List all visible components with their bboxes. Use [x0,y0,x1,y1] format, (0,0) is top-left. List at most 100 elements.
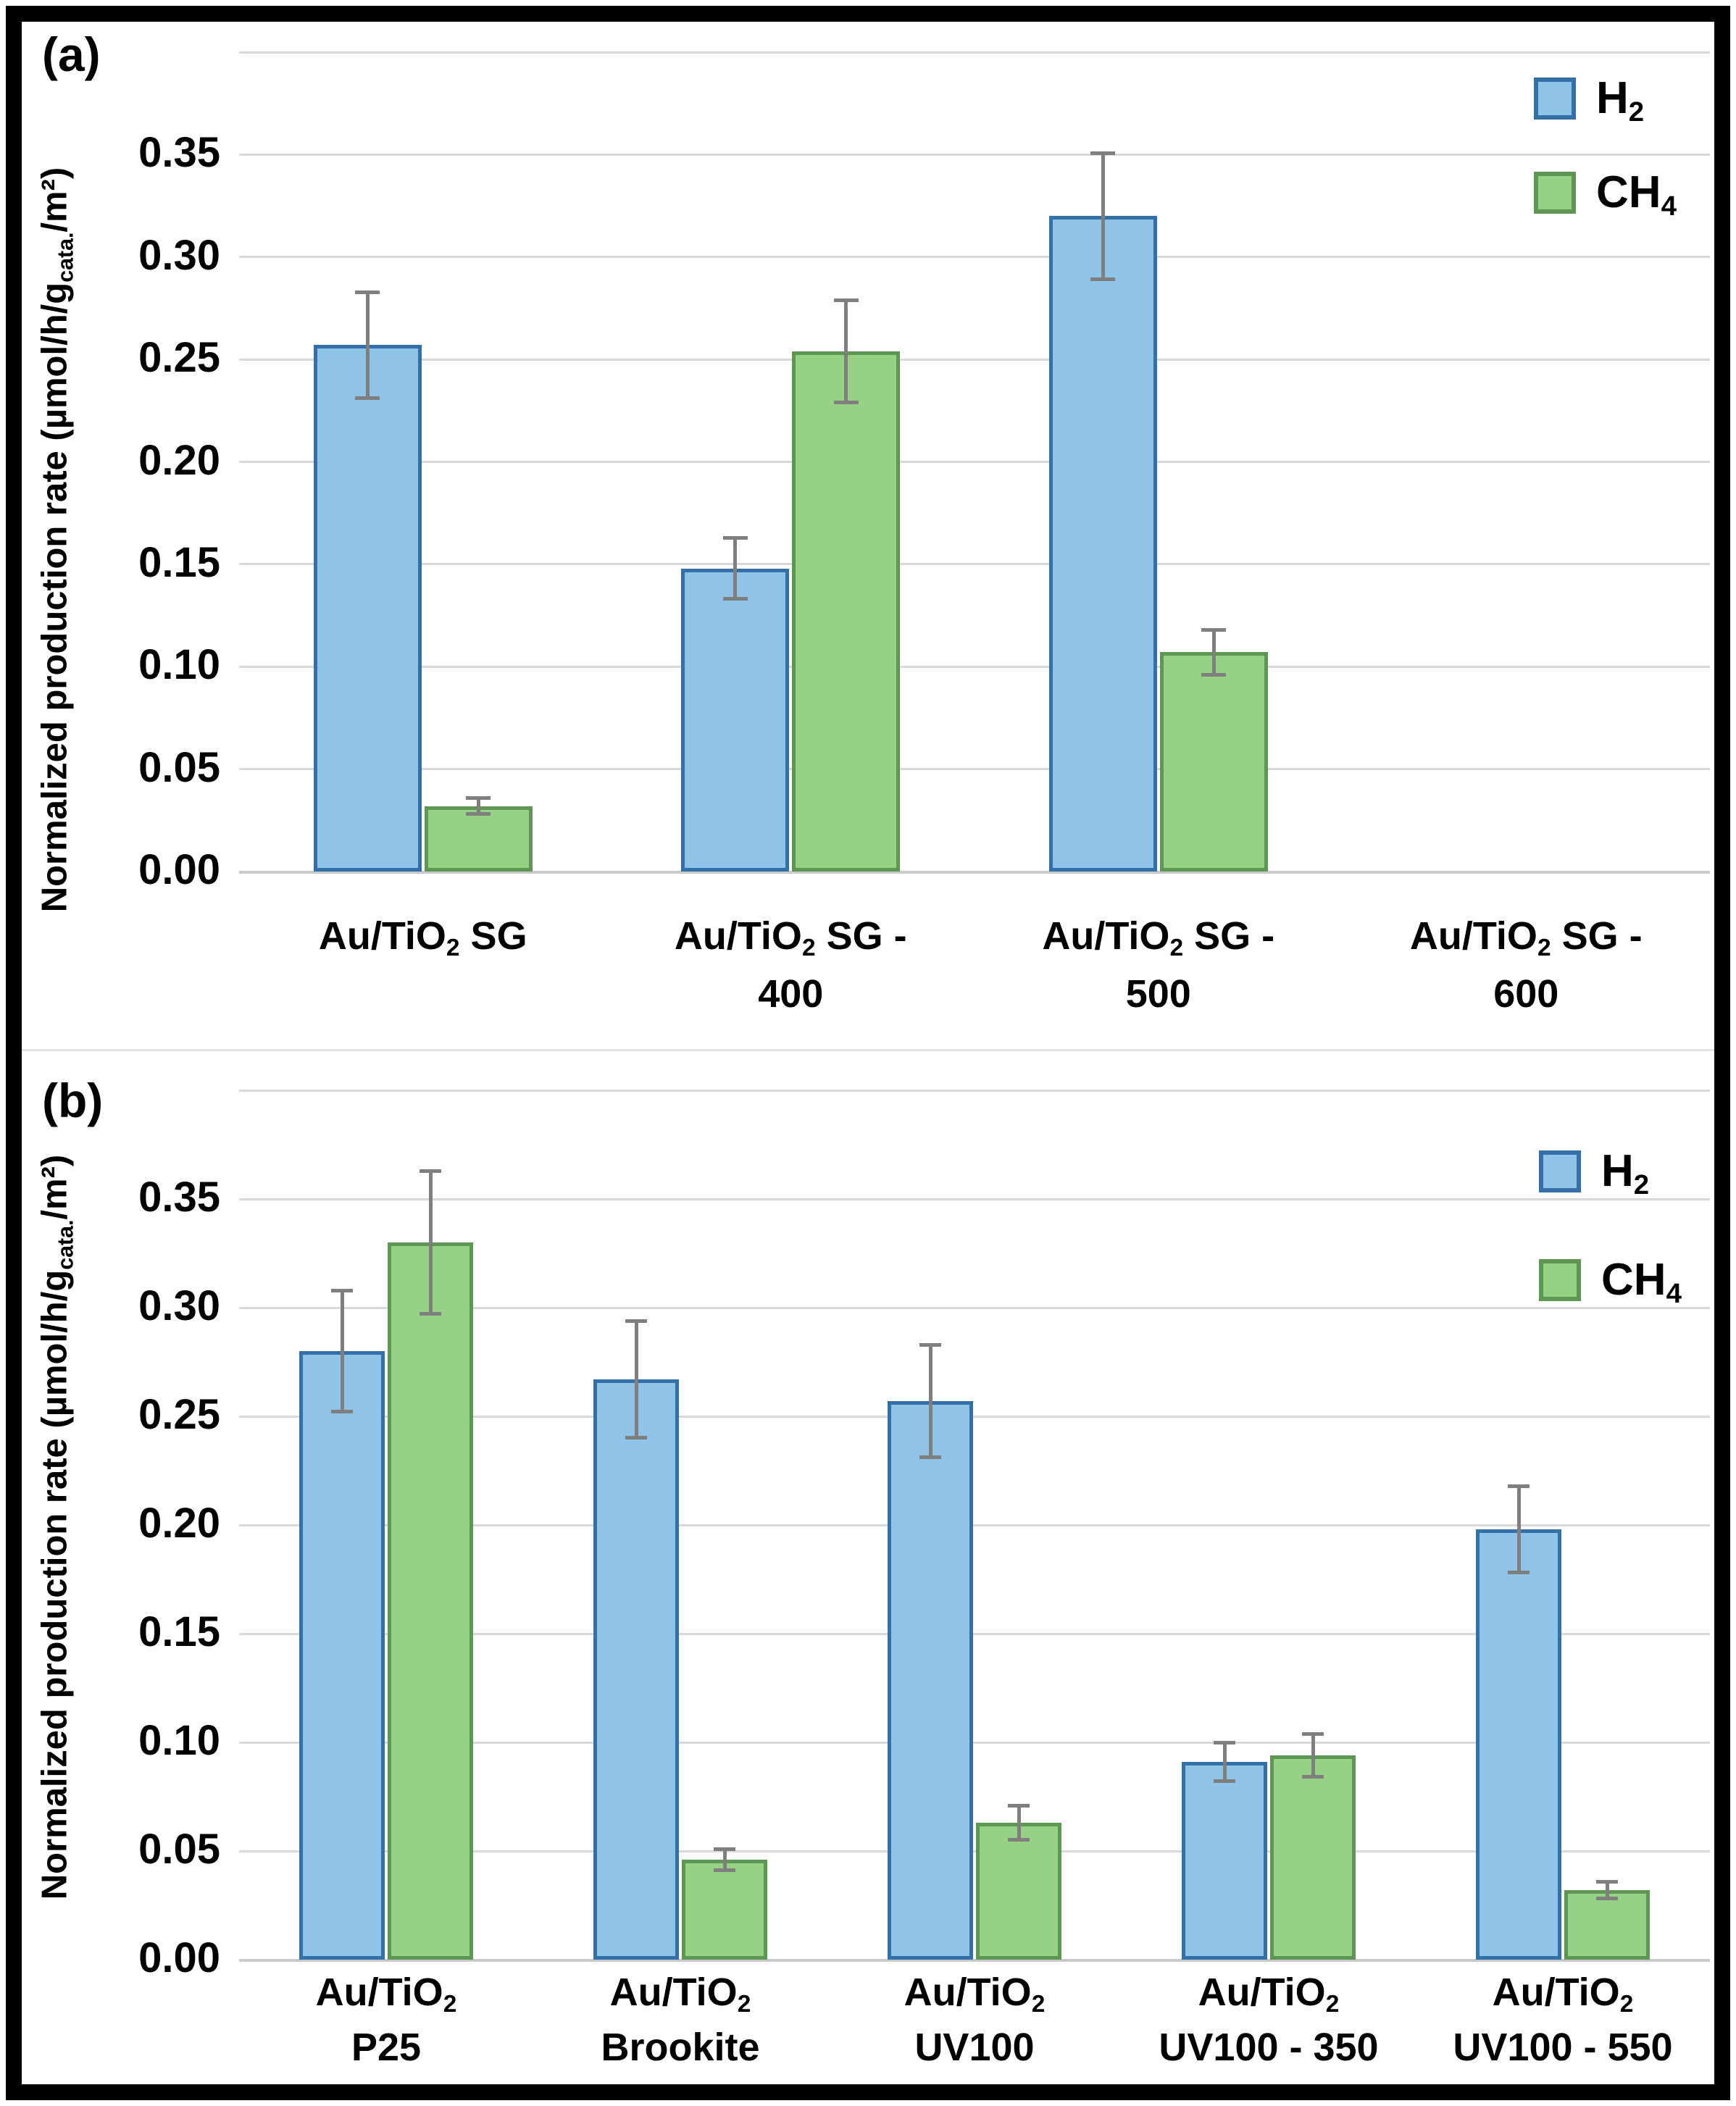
gridline [239,665,1710,668]
h2-bar [681,568,790,872]
y-tick-label: 0.30 [138,231,220,279]
gridline [239,1089,1710,1092]
gridline [239,51,1710,54]
category-label: Au/TiO2 SG -600 [1409,914,1643,1016]
error-bar-cap [466,796,491,801]
y-tick-label: 0.00 [138,846,220,893]
y-tick-label: 0.10 [138,1717,220,1764]
h2-bar [593,1379,679,1960]
error-bar-cap [1508,1484,1530,1488]
error-bar [928,1345,932,1458]
error-bar-cap [625,1319,647,1323]
error-bar [340,1290,344,1412]
error-bar [634,1321,638,1438]
error-bar-cap [355,290,380,294]
error-bar-cap [1302,1732,1324,1736]
error-bar-cap [1214,1779,1235,1783]
x-axis-line [239,870,1710,874]
error-bar [365,291,370,398]
gridline [239,1306,1710,1309]
error-bar-cap [1508,1571,1530,1574]
ch4-bar [1564,1890,1650,1960]
ch4-bar [682,1860,767,1960]
y-tick-label: 0.30 [138,1282,220,1329]
ch4-bar [388,1242,473,1960]
y-tick-label: 0.35 [138,129,220,177]
error-bar-cap [1596,1880,1618,1884]
category-label: Au/TiO2 SG -500 [1042,914,1275,1016]
category-label: Au/TiO2 SG [318,914,527,962]
y-tick-label: 0.20 [138,1500,220,1547]
y-tick-label: 0.35 [138,1174,220,1221]
error-bar-cap [1214,1741,1235,1744]
error-bar-cap [714,1847,735,1851]
error-bar-cap [722,596,748,601]
category-label: Au/TiO2 Brookite [601,1971,760,2069]
ch4-bar [1270,1755,1356,1960]
error-bar-cap [1090,277,1116,281]
error-bar [844,300,848,403]
error-bar-cap [1090,151,1116,155]
category-label: Au/TiO2 UV100 - 350 [1159,1971,1379,2069]
error-bar [1605,1881,1609,1899]
error-bar [733,538,738,599]
h2-legend-swatch [1534,78,1576,120]
gridline [239,1198,1710,1200]
error-bar-cap [919,1455,941,1459]
gridline [239,1524,1710,1526]
h2-legend-label: H2 [1596,73,1645,128]
panel-b-label: (b) [42,1074,104,1127]
ch4-bar [424,806,533,872]
h2-bar [299,1351,385,1960]
error-bar-cap [1302,1775,1324,1779]
error-bar-cap [420,1169,441,1173]
error-bar-cap [919,1343,941,1347]
error-bar [1516,1486,1521,1573]
error-bar [1211,630,1216,675]
ch4-bar [1159,652,1268,872]
y-tick-label: 0.25 [138,334,220,382]
error-bar-cap [1008,1804,1030,1808]
error-bar-cap [466,811,491,816]
error-bar [1222,1742,1227,1781]
error-bar-cap [331,1289,353,1292]
category-label: Au/TiO2 UV100 - 550 [1453,1971,1673,2069]
h2-bar [888,1401,973,1960]
error-bar-cap [1596,1897,1618,1900]
error-bar-cap [1201,672,1227,677]
category-label: Au/TiO2 P25 [315,1971,457,2069]
panel-b-legend-item-h2: H2 [1539,1146,1650,1200]
error-bar [722,1849,727,1871]
gridline [239,358,1710,361]
y-tick-label: 0.05 [138,1826,220,1873]
error-bar [476,798,480,814]
ch4-legend-swatch [1539,1259,1581,1301]
y-tick-label: 0.15 [138,538,220,586]
error-bar-cap [714,1868,735,1872]
ch4-bar [976,1823,1061,1960]
gridline [239,461,1710,463]
error-bar-cap [355,396,380,400]
error-bar-cap [833,298,859,303]
gridline [239,256,1710,259]
x-axis-line [239,1958,1710,1962]
h2-bar [313,345,422,872]
h2-legend-swatch [1539,1150,1581,1192]
panel-a-label: (a) [42,28,101,81]
ch4-legend-swatch [1534,172,1576,214]
ch4-legend-label: CH4 [1601,1255,1682,1309]
h2-bar [1048,216,1157,872]
error-bar-cap [331,1410,353,1413]
gridline [239,1415,1710,1418]
error-bar-cap [1201,628,1227,632]
h2-legend-label: H2 [1601,1146,1650,1200]
gridline [239,153,1710,156]
y-tick-label: 0.05 [138,743,220,791]
error-bar-cap [625,1436,647,1439]
h2-bar [1182,1762,1267,1960]
error-bar [1311,1734,1315,1777]
error-bar-cap [420,1312,441,1316]
